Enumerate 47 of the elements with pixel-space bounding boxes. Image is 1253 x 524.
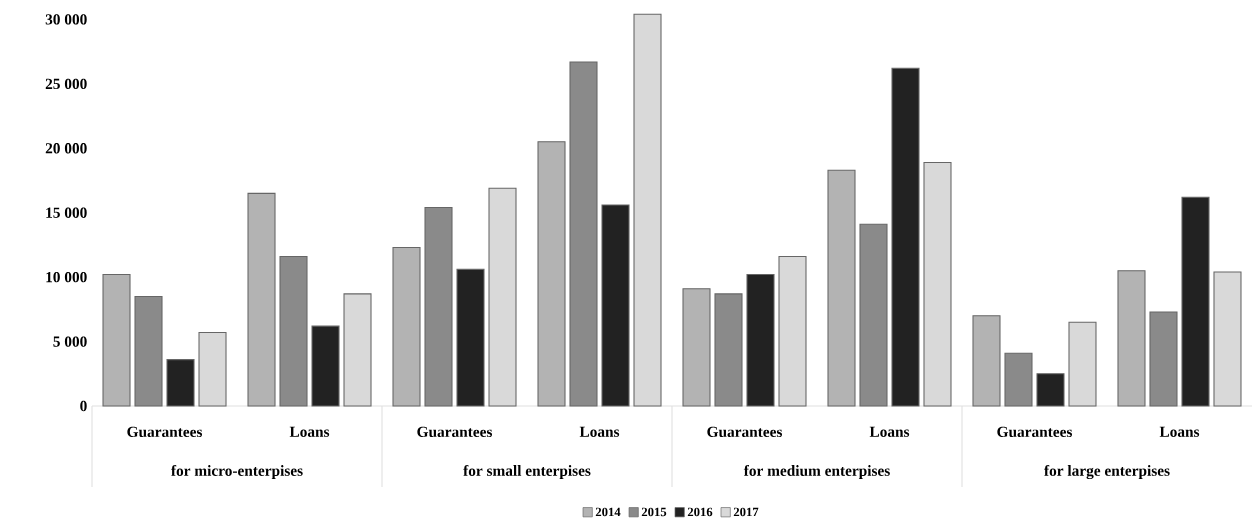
bar — [714, 293, 743, 407]
bar — [682, 288, 711, 407]
bar — [247, 192, 276, 407]
x-tick-label: Loans — [289, 426, 330, 437]
y-tick-label: 10 000 — [46, 271, 87, 283]
text: for small enterpises — [463, 464, 591, 480]
bar — [1149, 311, 1178, 407]
y-tick-label: 15 000 — [46, 207, 87, 218]
y-tick-label: 25 000 — [45, 78, 87, 90]
text: for micro-enterpises — [171, 464, 303, 480]
y-tick-label: 0 — [80, 400, 87, 412]
legend-label: 2016 — [687, 507, 713, 517]
bar — [1004, 352, 1033, 407]
x-tick-label: Guarantees — [417, 426, 493, 438]
bar — [279, 255, 308, 407]
bar — [392, 246, 421, 407]
bar — [972, 315, 1001, 407]
x-tick-label: Loans — [579, 426, 620, 437]
legend-label: 2014 — [595, 507, 621, 517]
x-tick-label: Guarantees — [997, 426, 1073, 438]
bar — [134, 295, 163, 407]
bar — [569, 61, 598, 407]
text: for medium enterpises — [743, 464, 890, 480]
bar — [827, 169, 856, 407]
bar — [1036, 373, 1065, 407]
x-tick-label: Loans — [869, 426, 910, 437]
bar — [311, 325, 340, 407]
bar — [424, 207, 453, 407]
text: for large enterpises — [1044, 464, 1170, 480]
bar — [166, 359, 195, 407]
x-tick-label: Loans — [1159, 426, 1200, 437]
bar — [102, 274, 131, 407]
bar — [537, 141, 566, 407]
x-tick-label: Guarantees — [127, 426, 203, 438]
y-tick-label: 30 000 — [45, 14, 87, 25]
bar — [601, 204, 630, 407]
bar — [1181, 196, 1210, 407]
legend-label: 2017 — [733, 507, 759, 517]
bar — [746, 274, 775, 407]
x-tick-label: Guarantees — [707, 426, 783, 438]
bar — [891, 67, 920, 407]
y-tick-label: 5 000 — [53, 336, 87, 347]
legend-label: 2015 — [641, 507, 667, 517]
bar — [456, 268, 485, 407]
y-tick-label: 20 000 — [45, 143, 87, 154]
bar — [859, 223, 888, 407]
bar — [1117, 270, 1146, 407]
